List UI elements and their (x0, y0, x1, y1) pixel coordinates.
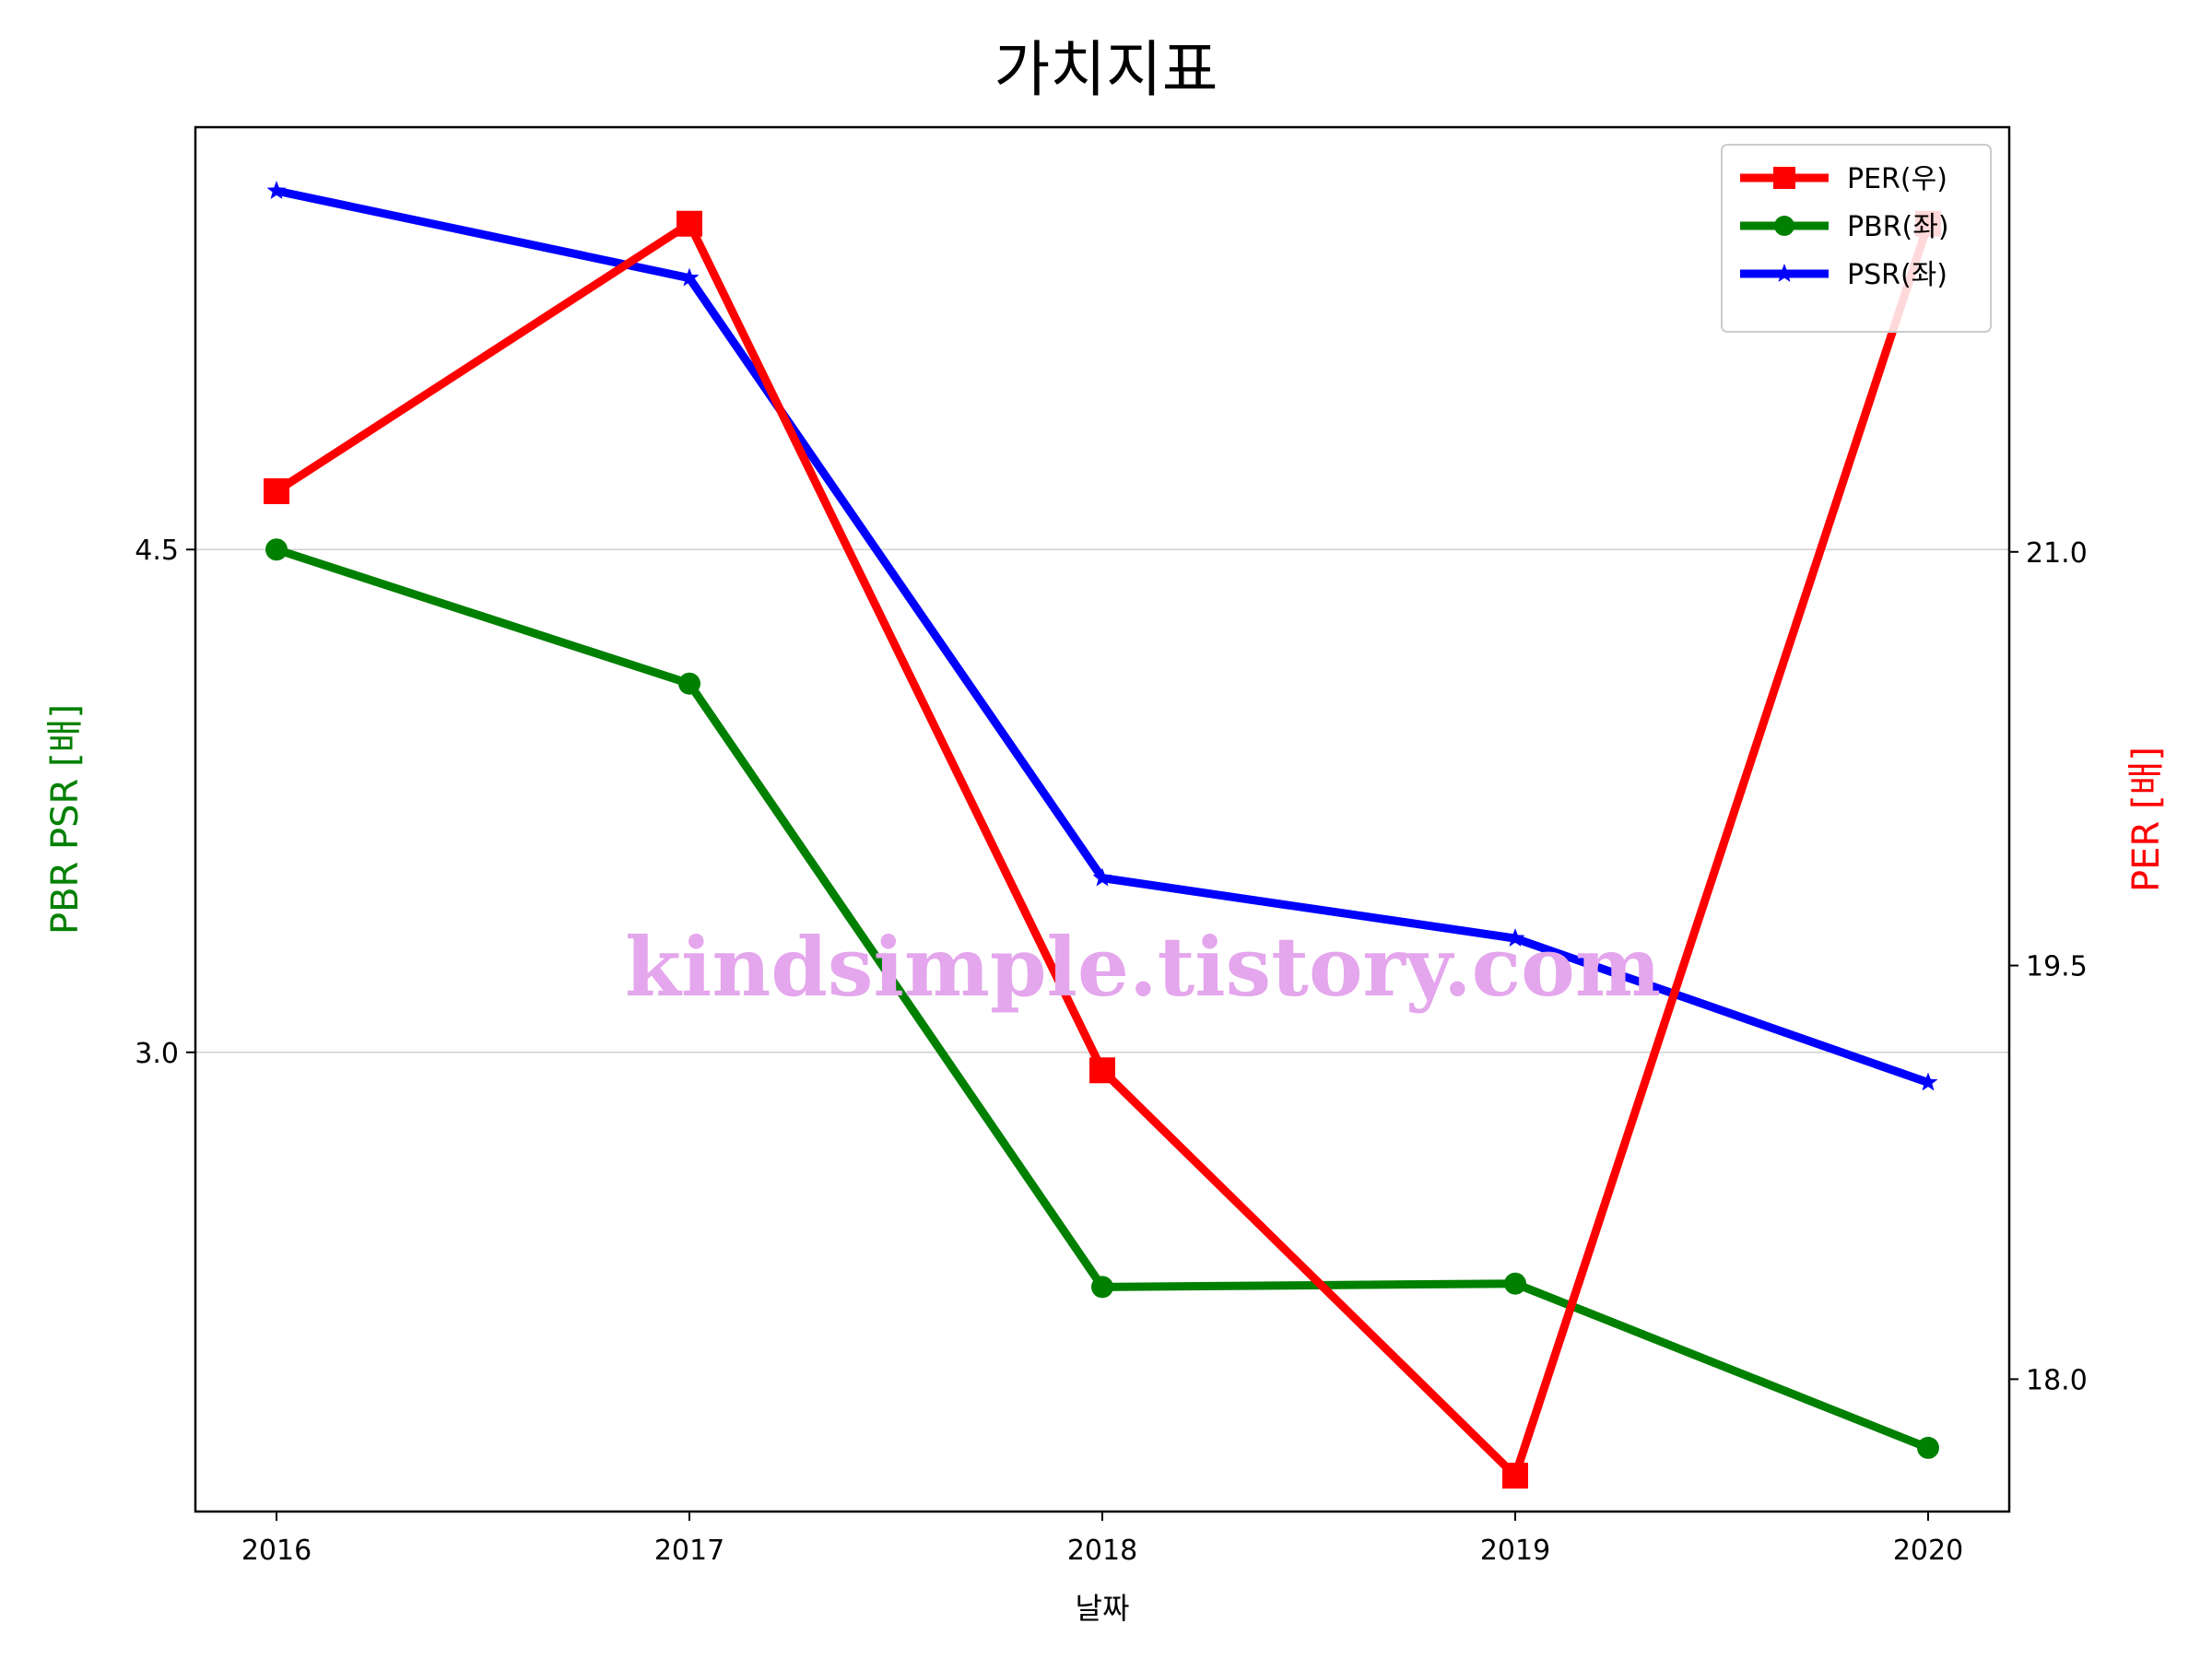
axes: 2016 2017 2018 2019 2020 3.0 4.5 18.0 19.5 21.0 (135, 535, 2088, 1567)
data-point-per (1089, 1057, 1115, 1084)
x-axis-label: 날짜 (1076, 1591, 1130, 1626)
data-point-pbr (1091, 1276, 1113, 1299)
watermark-text: kindsimple.tistory.com (625, 919, 1661, 1015)
series-group (264, 181, 1941, 1489)
gridlines (195, 548, 2009, 1053)
chart-title: 가치지표 (994, 34, 1218, 105)
legend: PER(우) PBR(좌) PSR(좌) (1721, 144, 1992, 333)
legend-swatch-marker (1773, 167, 1795, 189)
data-point-psr (679, 267, 700, 287)
legend-swatch-marker (1774, 264, 1794, 282)
y-left-tick-label: 4.5 (135, 535, 179, 567)
data-point-pbr (1917, 1436, 1939, 1459)
legend-box (1721, 144, 1992, 333)
data-point-per (264, 477, 289, 504)
data-point-pbr (265, 538, 288, 561)
data-point-psr (1505, 928, 1525, 947)
legend-entries: PER(우) PBR(좌) PSR(좌) (1740, 163, 1949, 291)
data-point-psr (1092, 867, 1112, 887)
data-point-per (677, 210, 702, 237)
y-right-tick-label: 18.0 (2026, 1364, 2088, 1396)
y-axis-right-label: PER [배] (2125, 747, 2168, 892)
y-axis-left-label: PBR PSR [배] (44, 704, 87, 935)
legend-label: PBR(좌) (1847, 211, 1949, 243)
x-tick-label: 2019 (1480, 1535, 1550, 1567)
legend-item-psr: PSR(좌) (1740, 259, 1947, 291)
legend-swatch-marker (1774, 216, 1794, 236)
legend-item-pbr: PBR(좌) (1740, 211, 1949, 243)
legend-item-per: PER(우) (1740, 163, 1947, 195)
data-point-pbr (1504, 1272, 1526, 1295)
x-tick-label: 2020 (1893, 1535, 1963, 1567)
x-tick-label: 2016 (241, 1535, 312, 1567)
data-point-psr (266, 181, 287, 199)
x-tick-label: 2018 (1067, 1535, 1137, 1567)
data-point-pbr (678, 672, 700, 695)
data-point-per (1502, 1463, 1528, 1489)
legend-label: PER(우) (1847, 163, 1947, 195)
data-point-psr (1918, 1072, 1938, 1091)
y-left-tick-label: 3.0 (135, 1038, 179, 1070)
series-psr (266, 181, 1938, 1091)
x-tick-label: 2017 (654, 1535, 724, 1567)
y-right-tick-label: 21.0 (2026, 537, 2088, 570)
y-right-tick-label: 19.5 (2026, 951, 2088, 983)
legend-label: PSR(좌) (1847, 259, 1947, 291)
series-pbr (265, 538, 1939, 1459)
